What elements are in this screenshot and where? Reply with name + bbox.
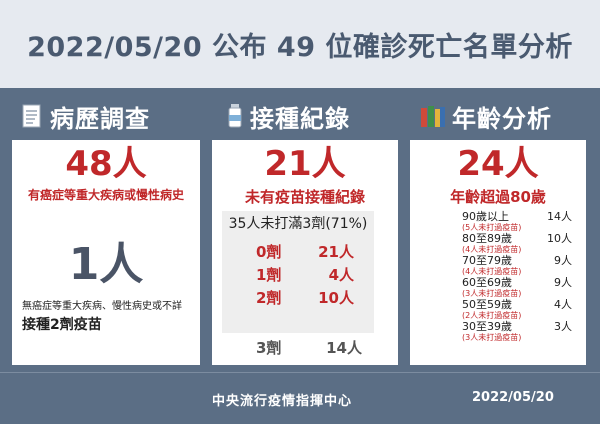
section-heading-vaccination-label: 接種紀錄 bbox=[250, 104, 350, 133]
age-group-count: 10人 bbox=[547, 232, 572, 245]
dose-count: 14人 bbox=[326, 339, 362, 357]
footer-divider bbox=[0, 372, 600, 373]
dose-row: 1劑 4人 bbox=[222, 264, 374, 287]
books-icon bbox=[420, 104, 446, 128]
age-group-count: 14人 bbox=[547, 210, 572, 223]
age-group-note: (2人未打過疫苗) bbox=[462, 311, 522, 320]
age-group-note: (5人未打過疫苗) bbox=[462, 223, 522, 232]
document-icon bbox=[20, 103, 44, 129]
age-group: 80至89歲 10人 (4人未打過疫苗) bbox=[410, 233, 586, 255]
vaccination-summary: 35人未打滿3劑(71%) bbox=[228, 216, 368, 232]
vaccination-card: 21人 未有疫苗接種紀錄 35人未打滿3劑(71%) 0劑 21人 1劑 4人 … bbox=[212, 140, 398, 365]
age-group-count: 4人 bbox=[554, 298, 572, 311]
age-group-note: (4人未打過疫苗) bbox=[462, 267, 522, 276]
section-heading-age-label: 年齡分析 bbox=[452, 104, 552, 133]
section-heading-history-label: 病歷調查 bbox=[50, 104, 150, 133]
age-group: 70至79歲 9人 (4人未打過疫苗) bbox=[410, 255, 586, 277]
dose-row: 3劑 14人 bbox=[212, 333, 398, 358]
vaccination-main-count: 21人 bbox=[264, 144, 346, 184]
age-group-label: 50至59歲 bbox=[462, 298, 512, 311]
age-group: 60至69歲 9人 (3人未打過疫苗) bbox=[410, 277, 586, 299]
vaccination-main-desc: 未有疫苗接種紀錄 bbox=[244, 188, 365, 206]
age-group-label: 70至79歲 bbox=[462, 254, 512, 267]
age-group-note: (3人未打過疫苗) bbox=[462, 289, 522, 298]
page-title: 2022/05/20 公布 49 位確診死亡名單分析 bbox=[27, 31, 573, 63]
age-group: 30至39歲 3人 (3人未打過疫苗) bbox=[410, 321, 586, 343]
age-card: 24人 年齡超過80歲 90歲以上 14人 (5人未打過疫苗) 80至89歲 1… bbox=[410, 140, 586, 365]
dose-row: 2劑 10人 bbox=[222, 287, 374, 310]
dose-count: 4人 bbox=[328, 266, 354, 284]
age-group-label: 30至39歲 bbox=[462, 320, 512, 333]
dose-count: 10人 bbox=[318, 289, 354, 307]
age-group: 50至59歲 4人 (2人未打過疫苗) bbox=[410, 299, 586, 321]
header-banner: 2022/05/20 公布 49 位確診死亡名單分析 bbox=[0, 0, 600, 88]
age-main-count: 24人 bbox=[457, 144, 539, 184]
vaccination-dose-panel: 35人未打滿3劑(71%) 0劑 21人 1劑 4人 2劑 10人 bbox=[222, 211, 374, 333]
section-heading-age: 年齡分析 bbox=[420, 98, 552, 134]
dose-count: 21人 bbox=[318, 243, 354, 261]
age-group-label: 90歲以上 bbox=[462, 210, 509, 223]
dose-row: 0劑 21人 bbox=[222, 241, 374, 264]
history-main-desc: 有癌症等重大疾病或慢性病史 bbox=[27, 188, 184, 202]
dose-label: 1劑 bbox=[256, 266, 282, 284]
age-group-count: 9人 bbox=[554, 254, 572, 267]
dose-label: 0劑 bbox=[256, 243, 282, 261]
age-group-note: (3人未打過疫苗) bbox=[462, 333, 522, 342]
history-second-note: 接種2劑疫苗 bbox=[22, 317, 102, 333]
age-group-note: (4人未打過疫苗) bbox=[462, 245, 522, 254]
history-main-count: 48人 bbox=[65, 144, 147, 184]
age-group: 90歲以上 14人 (5人未打過疫苗) bbox=[410, 211, 586, 233]
age-group-count: 3人 bbox=[554, 320, 572, 333]
history-second-desc: 無癌症等重大疾病、慢性病史或不詳 bbox=[22, 301, 182, 312]
history-second-count: 1人 bbox=[68, 239, 144, 290]
dose-label: 2劑 bbox=[256, 289, 282, 307]
history-card: 48人 有癌症等重大疾病或慢性病史 1人 無癌症等重大疾病、慢性病史或不詳 接種… bbox=[12, 140, 200, 365]
section-heading-history: 病歷調查 bbox=[20, 98, 150, 134]
age-main-desc: 年齡超過80歲 bbox=[450, 188, 546, 206]
vaccine-vial-icon bbox=[226, 103, 244, 129]
dose-label: 3劑 bbox=[256, 339, 282, 357]
age-group-count: 9人 bbox=[554, 276, 572, 289]
age-group-label: 80至89歲 bbox=[462, 232, 512, 245]
footer-source: 中央流行疫情指揮中心 bbox=[212, 394, 353, 409]
section-heading-vaccination: 接種紀錄 bbox=[226, 98, 350, 134]
footer-date: 2022/05/20 bbox=[472, 390, 554, 405]
age-group-label: 60至69歲 bbox=[462, 276, 512, 289]
